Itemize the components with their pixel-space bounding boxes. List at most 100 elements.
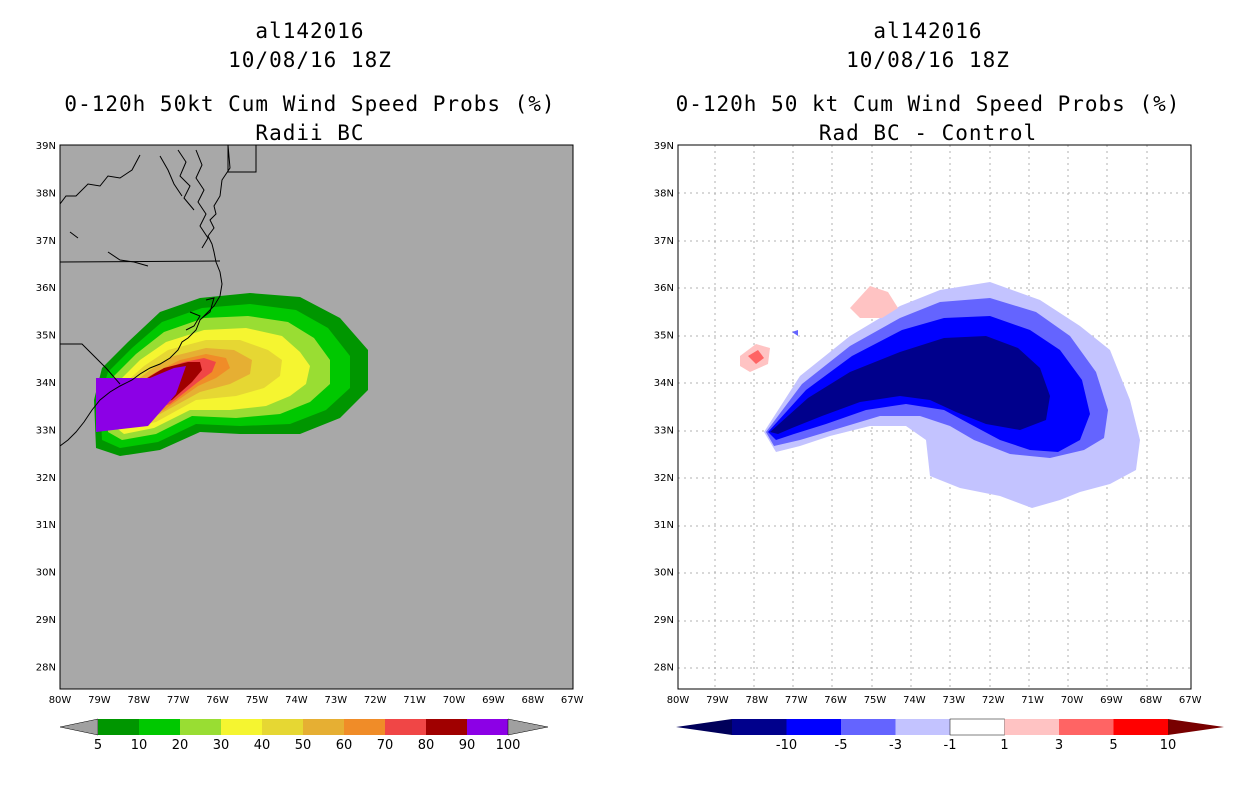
- left-colorbar-label: 5: [94, 738, 102, 753]
- right-colorbar-label: 5: [1109, 738, 1117, 753]
- right-colorbar: -10 -5 -3 -1 1 3 5 10: [676, 718, 1224, 753]
- axis-labels: 39N 38N 37N 36N 35N 34N 33N 32N 31N 30N 29N 28N 80W 7…: [36, 141, 1202, 706]
- right-lat-label: 30N: [654, 568, 674, 579]
- right-map-panel: [677, 144, 1192, 690]
- right-colorbar-left-end: [676, 719, 732, 735]
- left-lon-label: 77W: [167, 695, 190, 706]
- right-colorbar-swatch: [949, 718, 1005, 736]
- right-lat-label: 29N: [654, 615, 674, 626]
- left-colorbar-left-end: [59, 718, 99, 736]
- right-lat-label: 38N: [654, 188, 674, 199]
- right-lon-label: 79W: [706, 695, 729, 706]
- right-lon-label: 75W: [864, 695, 887, 706]
- left-colorbar-swatch: [426, 719, 467, 735]
- right-lon-label: 69W: [1100, 695, 1123, 706]
- left-lat-label: 34N: [36, 378, 56, 389]
- left-colorbar-label: 50: [295, 738, 312, 753]
- right-colorbar-label: 1: [1000, 738, 1008, 753]
- left-product-title: 0-120h 50kt Cum Wind Speed Probs (%): [64, 92, 556, 116]
- right-lat-label: 34N: [654, 378, 674, 389]
- left-lon-label: 72W: [364, 695, 387, 706]
- left-colorbar-swatch: [262, 719, 303, 735]
- right-colorbar-swatch: [1059, 719, 1114, 735]
- left-colorbar-label: 60: [336, 738, 353, 753]
- left-lat-label: 28N: [36, 662, 56, 673]
- right-colorbar-label: -3: [889, 738, 902, 753]
- left-lat-label: 39N: [36, 141, 56, 152]
- right-lat-label: 39N: [654, 141, 674, 152]
- left-lat-label: 33N: [36, 425, 56, 436]
- left-lon-label: 68W: [521, 695, 544, 706]
- right-colorbar-swatch: [1113, 719, 1168, 735]
- right-lat-label: 33N: [654, 425, 674, 436]
- right-colorbar-swatch: [786, 719, 841, 735]
- left-colorbar-right-end: [507, 718, 549, 736]
- left-lon-label: 75W: [246, 695, 269, 706]
- right-lon-label: 71W: [1021, 695, 1044, 706]
- right-lat-label: 35N: [654, 331, 674, 342]
- right-colorbar-swatch: [1004, 719, 1059, 735]
- right-lat-label: 31N: [654, 520, 674, 531]
- right-difference-contours: [740, 282, 1140, 508]
- left-colorbar-label: 30: [213, 738, 230, 753]
- right-colorbar-label: -5: [835, 738, 848, 753]
- left-colorbar-swatch: [385, 719, 426, 735]
- right-colorbar-label: -1: [944, 738, 957, 753]
- left-lat-label: 29N: [36, 615, 56, 626]
- left-lon-label: 79W: [88, 695, 111, 706]
- right-title: al142016 10/08/16 18Z 0-120h 50 kt Cum W…: [638, 17, 1218, 148]
- left-storm-id: al142016: [255, 19, 365, 43]
- right-lon-label: 68W: [1139, 695, 1162, 706]
- right-lon-label: 67W: [1179, 695, 1202, 706]
- right-lon-label: 72W: [982, 695, 1005, 706]
- left-lat-label: 32N: [36, 473, 56, 484]
- left-lat-label: 36N: [36, 283, 56, 294]
- left-lon-label: 69W: [482, 695, 505, 706]
- right-colorbar-swatch: [895, 719, 950, 735]
- left-colorbar-label: 100: [496, 738, 521, 753]
- left-colorbar-label: 80: [418, 738, 435, 753]
- left-lat-label: 38N: [36, 188, 56, 199]
- left-colorbar-label: 40: [254, 738, 271, 753]
- right-lat-label: 36N: [654, 283, 674, 294]
- left-colorbar-label: 90: [459, 738, 476, 753]
- left-colorbar-swatch: [139, 719, 180, 735]
- right-colorbar-label: 3: [1055, 738, 1063, 753]
- left-subtitle: Radii BC: [255, 121, 365, 145]
- left-title: al142016 10/08/16 18Z 0-120h 50kt Cum Wi…: [20, 17, 600, 148]
- right-storm-id: al142016: [873, 19, 983, 43]
- left-lat-label: 31N: [36, 520, 56, 531]
- left-colorbar-swatch: [344, 719, 385, 735]
- left-colorbar-label: 10: [131, 738, 148, 753]
- right-subtitle: Rad BC - Control: [818, 121, 1038, 145]
- left-colorbar-swatch: [180, 719, 221, 735]
- left-colorbar-swatch: [98, 719, 139, 735]
- left-colorbar: 5 10 20 30 40 50 60 70 80 90 100: [59, 718, 549, 753]
- right-datetime: 10/08/16 18Z: [846, 48, 1010, 72]
- right-colorbar-label: -10: [776, 738, 797, 753]
- left-lat-label: 30N: [36, 568, 56, 579]
- right-lon-label: 70W: [1061, 695, 1084, 706]
- left-map-panel: [59, 144, 574, 690]
- right-lon-label: 74W: [903, 695, 926, 706]
- left-lon-label: 73W: [324, 695, 347, 706]
- left-lon-label: 80W: [49, 695, 72, 706]
- left-map-frame: [59, 144, 574, 690]
- left-lon-label: 78W: [127, 695, 150, 706]
- left-colorbar-label: 20: [172, 738, 189, 753]
- left-probability-contours: [94, 293, 368, 456]
- left-lon-label: 70W: [443, 695, 466, 706]
- left-lon-label: 76W: [206, 695, 229, 706]
- left-colorbar-swatch: [467, 719, 508, 735]
- left-datetime: 10/08/16 18Z: [228, 48, 392, 72]
- right-lat-label: 37N: [654, 236, 674, 247]
- left-lon-label: 74W: [285, 695, 308, 706]
- right-lon-label: 77W: [785, 695, 808, 706]
- right-lat-label: 32N: [654, 473, 674, 484]
- right-map-frame: [677, 144, 1192, 690]
- right-colorbar-label: 10: [1160, 738, 1177, 753]
- right-colorbar-swatch: [732, 719, 787, 735]
- right-colorbar-right-end: [1168, 719, 1224, 735]
- left-colorbar-swatch: [303, 719, 344, 735]
